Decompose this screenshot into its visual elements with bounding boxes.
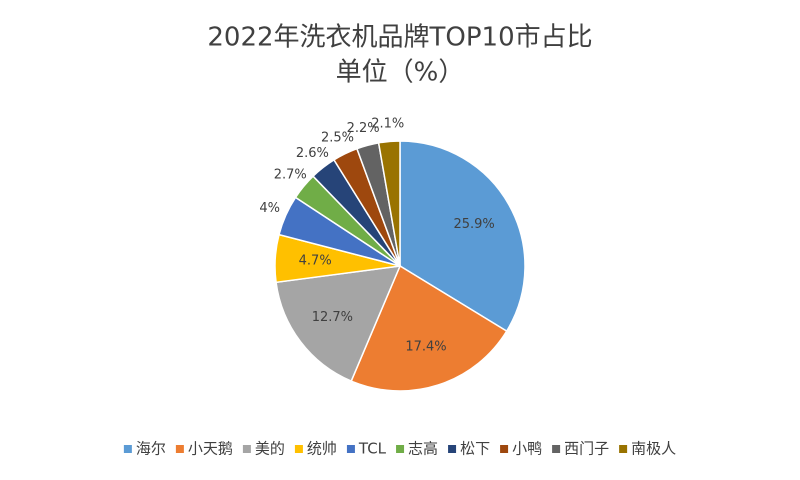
legend-swatch xyxy=(242,445,251,453)
pie-slice xyxy=(377,140,401,267)
legend-label: 统帅 xyxy=(307,440,337,458)
legend-swatch xyxy=(346,445,355,453)
legend-swatch xyxy=(123,445,132,453)
legend-label: 西门子 xyxy=(564,440,609,458)
data-label: 2.2% xyxy=(347,121,380,136)
data-label: 25.9% xyxy=(453,217,494,232)
legend-swatch xyxy=(294,445,303,453)
legend-swatch xyxy=(500,445,509,453)
pie-slice xyxy=(399,140,526,333)
legend-label: 海尔 xyxy=(136,440,166,458)
legend-swatch xyxy=(396,445,405,453)
data-label: 2.6% xyxy=(296,146,329,161)
data-label: 4% xyxy=(259,201,280,216)
chart-title: 2022年洗衣机品牌TOP10市占比 xyxy=(207,23,592,53)
legend-label: TCL xyxy=(358,440,387,458)
legend-label: 小鸭 xyxy=(512,440,542,458)
pie-slice xyxy=(350,264,508,392)
legend-label: 松下 xyxy=(460,440,490,458)
data-label: 4.7% xyxy=(299,253,332,268)
legend-label: 美的 xyxy=(255,440,285,458)
data-label: 12.7% xyxy=(312,310,353,325)
data-label: 2.7% xyxy=(274,168,307,183)
legend-swatch xyxy=(448,445,457,453)
legend-label: 小天鹅 xyxy=(188,440,233,458)
legend-label: 志高 xyxy=(408,440,438,458)
legend-label: 南极人 xyxy=(631,440,676,458)
chart-subtitle: 单位（%） xyxy=(336,58,465,88)
legend-swatch xyxy=(619,445,628,453)
data-label: 2.5% xyxy=(321,130,354,145)
data-label: 2.1% xyxy=(371,117,404,132)
legend-swatch xyxy=(552,445,561,453)
data-label: 17.4% xyxy=(405,339,446,354)
legend-swatch xyxy=(175,445,184,453)
pie-slice xyxy=(275,265,402,383)
